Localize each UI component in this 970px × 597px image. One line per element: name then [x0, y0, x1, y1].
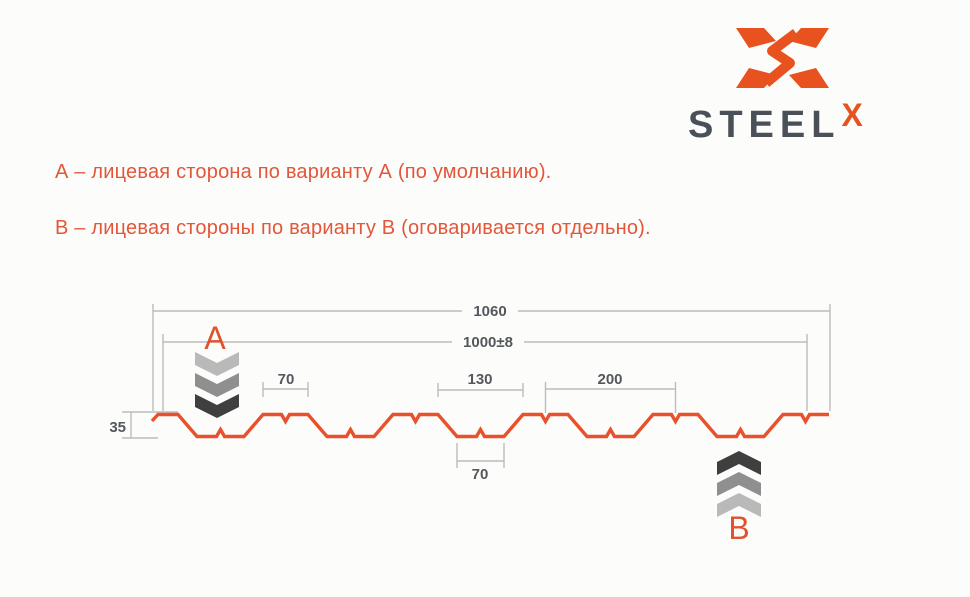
brand-wordmark: STEELX [688, 97, 863, 147]
note-variant-a: А – лицевая сторона по варианту А (по ум… [55, 161, 552, 183]
steelx-logo-icon [736, 28, 829, 88]
dim-working-width [162, 334, 808, 411]
dim-label-70-top: 70 [278, 371, 295, 388]
dim-overall-width [152, 304, 831, 411]
dim-height [122, 411, 178, 439]
logo-s-ribbon [762, 29, 799, 87]
dim-label-1000: 1000±8 [463, 334, 513, 351]
variant-a-chevrons-down-icon [195, 352, 239, 418]
dim-crest-gap [437, 383, 524, 397]
dim-label-200: 200 [597, 371, 622, 388]
dim-crest-top [262, 382, 309, 397]
dim-label-35: 35 [109, 419, 126, 436]
dim-label-130: 130 [467, 371, 492, 388]
dim-module [544, 382, 677, 413]
brand-sup-x: X [841, 97, 863, 133]
variant-b-letter: В [728, 510, 749, 546]
variant-b-chevrons-up-icon [717, 451, 761, 517]
dim-valley-bottom [456, 443, 505, 468]
dim-label-70-bottom: 70 [472, 466, 489, 483]
profile-sheet-outline [150, 412, 829, 439]
logo-wedge-top-right [789, 28, 829, 48]
logo-wedge-bottom-right [789, 68, 829, 88]
brand-name: STEEL [688, 104, 841, 146]
variant-a-letter: А [204, 320, 226, 356]
note-variant-b: В – лицевая стороны по варианту В (огова… [55, 217, 651, 239]
logo-wedge-top-left [736, 28, 776, 48]
dim-label-1060: 1060 [473, 303, 506, 320]
